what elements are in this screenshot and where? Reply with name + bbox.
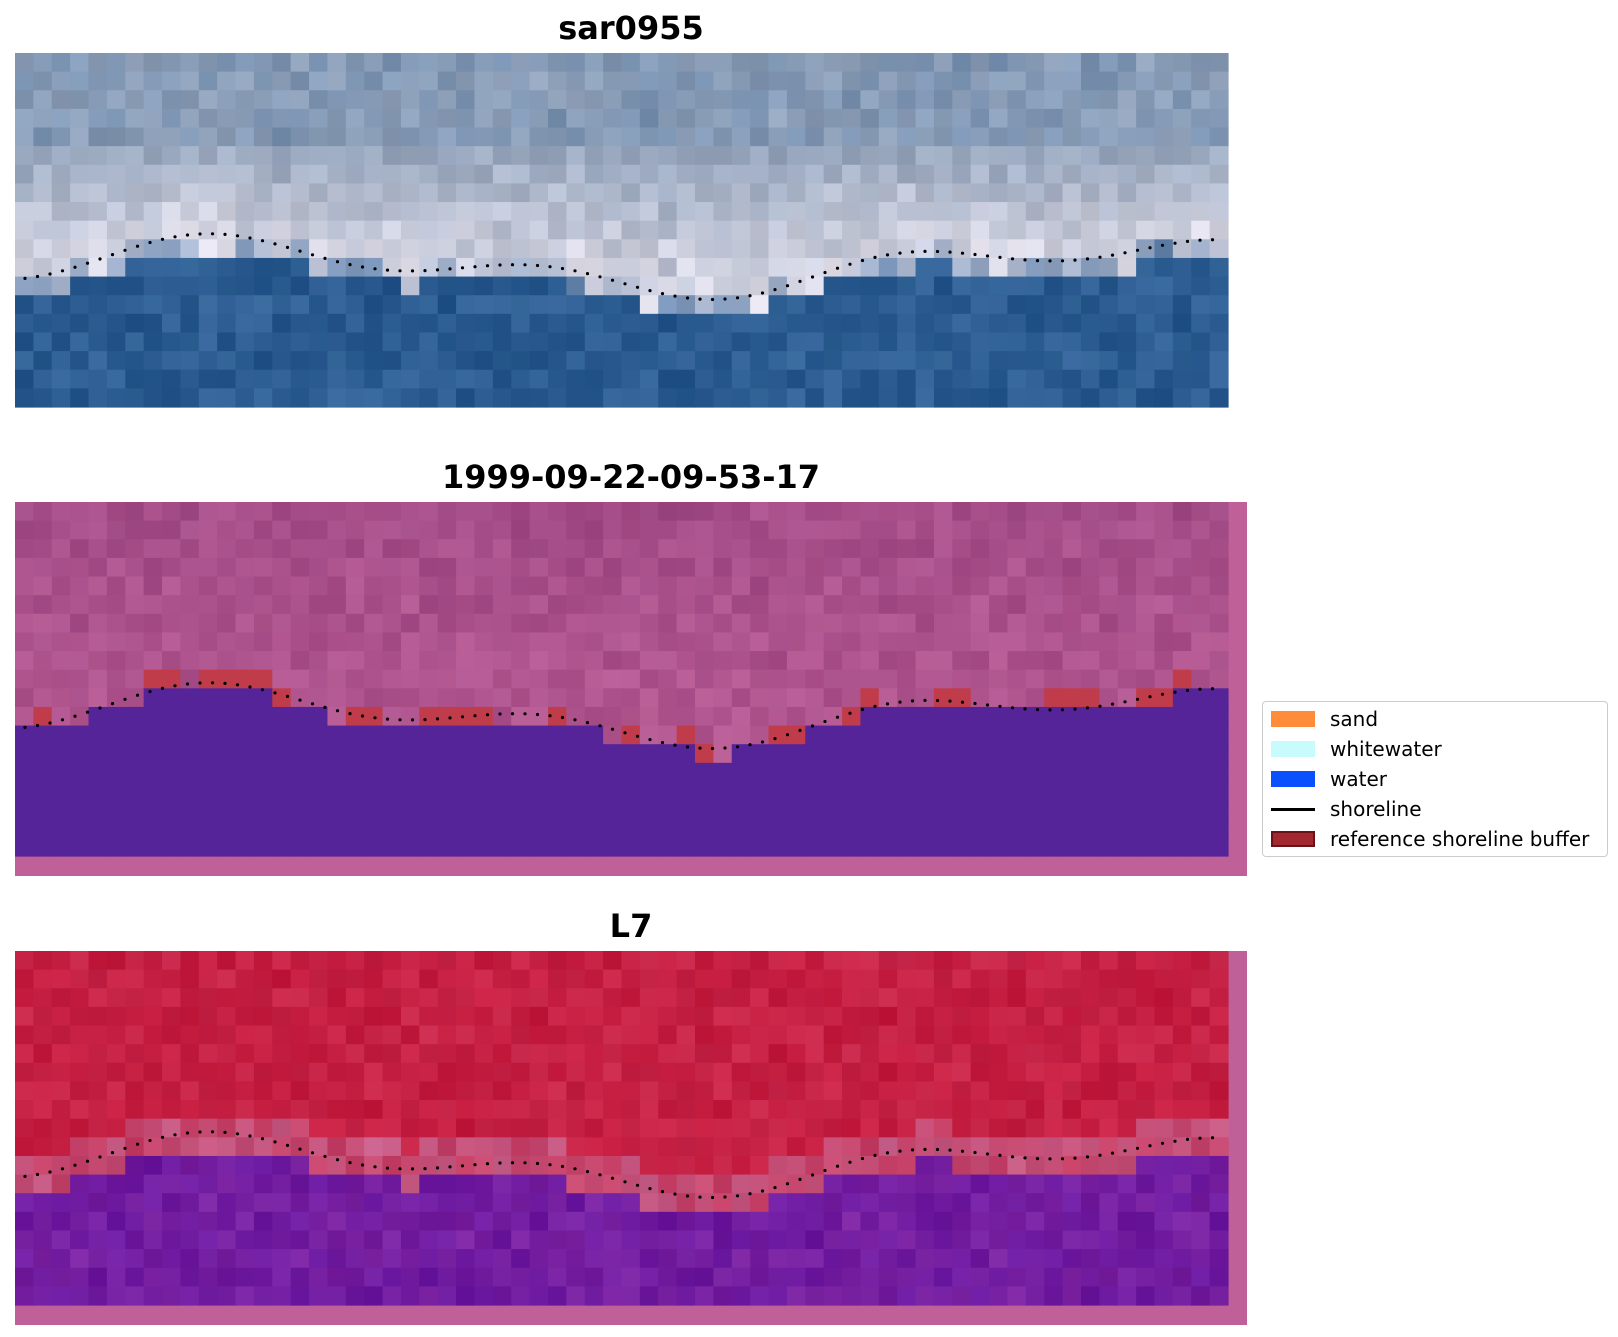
shoreline-line-swatch [1271, 808, 1315, 811]
legend-item-reference-buffer: reference shoreline buffer [1263, 822, 1607, 852]
legend-label: whitewater [1330, 737, 1442, 761]
water-swatch [1271, 771, 1315, 787]
legend-label: sand [1330, 707, 1379, 731]
index-image-panel [15, 951, 1247, 1325]
sand-swatch [1271, 711, 1315, 727]
legend-item-sand: sand [1263, 702, 1607, 732]
legend: sand whitewater water shoreline referenc… [1262, 701, 1608, 857]
legend-item-water: water [1263, 762, 1607, 792]
classified-image-panel [15, 502, 1247, 876]
reference-buffer-swatch [1271, 831, 1315, 847]
legend-label: shoreline [1330, 797, 1422, 821]
panel-title-rgb: sar0955 [558, 9, 704, 47]
rgb-image-panel [15, 53, 1229, 408]
legend-label: water [1330, 767, 1387, 791]
legend-item-whitewater: whitewater [1263, 732, 1607, 762]
whitewater-swatch [1271, 741, 1315, 757]
legend-label: reference shoreline buffer [1330, 827, 1590, 851]
panel-title-mndwi: L7 [609, 907, 653, 945]
legend-item-shoreline: shoreline [1263, 792, 1607, 822]
panel-title-classified: 1999-09-22-09-53-17 [441, 458, 821, 496]
